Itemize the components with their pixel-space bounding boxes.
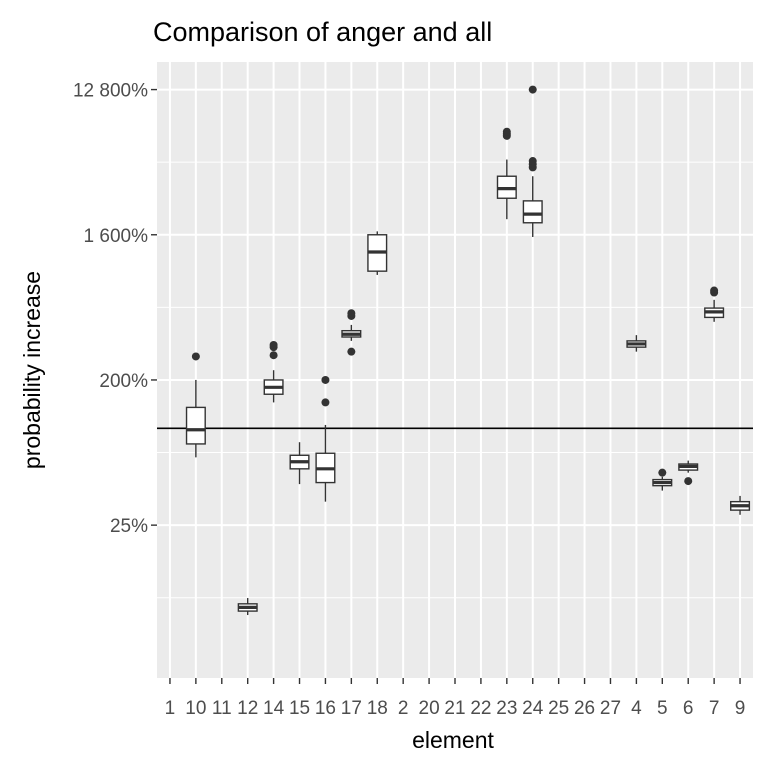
box-9 (730, 495, 751, 515)
box-iqr (185, 406, 206, 445)
outlier-point (347, 347, 356, 356)
y-axis: 25% 200% 1 600% 12 800% (73, 81, 157, 537)
x-tick-label: 5 (657, 698, 668, 719)
box-15 (289, 442, 310, 485)
y-axis-title: probability increase (19, 271, 45, 469)
grid-lines (157, 62, 753, 678)
x-tick-label: 9 (735, 698, 746, 719)
box-iqr (522, 200, 543, 224)
box-6 (678, 460, 699, 486)
outlier-point (658, 468, 667, 477)
x-tick-label: 21 (444, 698, 465, 719)
boxes-group (185, 85, 751, 616)
box-12 (237, 598, 258, 616)
outlier-point (191, 352, 200, 361)
x-tick-label: 2 (398, 698, 409, 719)
x-tick-label: 6 (683, 698, 694, 719)
x-tick-label: 24 (522, 698, 544, 719)
x-tick-label: 22 (470, 698, 491, 719)
x-tick-label: 15 (289, 698, 310, 719)
box-7 (704, 286, 725, 322)
x-tick-label: 27 (600, 698, 621, 719)
x-tick-label: 18 (367, 698, 388, 719)
box-10 (185, 352, 206, 458)
x-tick-label: 1 (165, 698, 176, 719)
box-23 (496, 127, 517, 220)
outlier-point (528, 85, 537, 94)
x-tick-label: 14 (263, 698, 285, 719)
x-tick-label: 7 (709, 698, 720, 719)
y-tick-label: 1 600% (84, 226, 149, 247)
box-5 (652, 468, 673, 491)
x-tick-label: 20 (419, 698, 440, 719)
y-tick-label: 200% (99, 371, 148, 392)
box-4 (626, 335, 647, 352)
box-18 (367, 231, 388, 275)
box-24 (522, 85, 543, 237)
x-tick-label: 10 (185, 698, 206, 719)
outlier-point (269, 340, 278, 349)
x-tick-label: 4 (631, 698, 642, 719)
x-axis-title: element (412, 727, 494, 753)
outlier-point (502, 127, 511, 136)
x-tick-label: 26 (574, 698, 595, 719)
outlier-point (269, 351, 278, 360)
box-16 (315, 375, 336, 502)
y-tick-label: 12 800% (73, 81, 148, 102)
x-axis: 1 10 11 12 14 15 16 17 18 2 20 21 22 23 24 25 26 27 4 5 6 7 9 (165, 678, 746, 719)
box-14 (263, 340, 284, 403)
x-tick-label: 16 (315, 698, 336, 719)
x-tick-label: 25 (548, 698, 569, 719)
outlier-point (528, 157, 537, 166)
x-tick-label: 23 (496, 698, 517, 719)
chart-title: Comparison of anger and all (153, 17, 492, 47)
y-tick-label: 25% (110, 516, 148, 537)
outlier-point (684, 477, 693, 486)
outlier-point (321, 375, 330, 384)
outlier-point (321, 398, 330, 407)
x-tick-label: 12 (237, 698, 258, 719)
x-tick-label: 17 (341, 698, 362, 719)
outlier-point (710, 286, 719, 295)
outlier-point (347, 309, 356, 318)
x-tick-label: 11 (212, 698, 232, 719)
box-17 (341, 309, 362, 356)
